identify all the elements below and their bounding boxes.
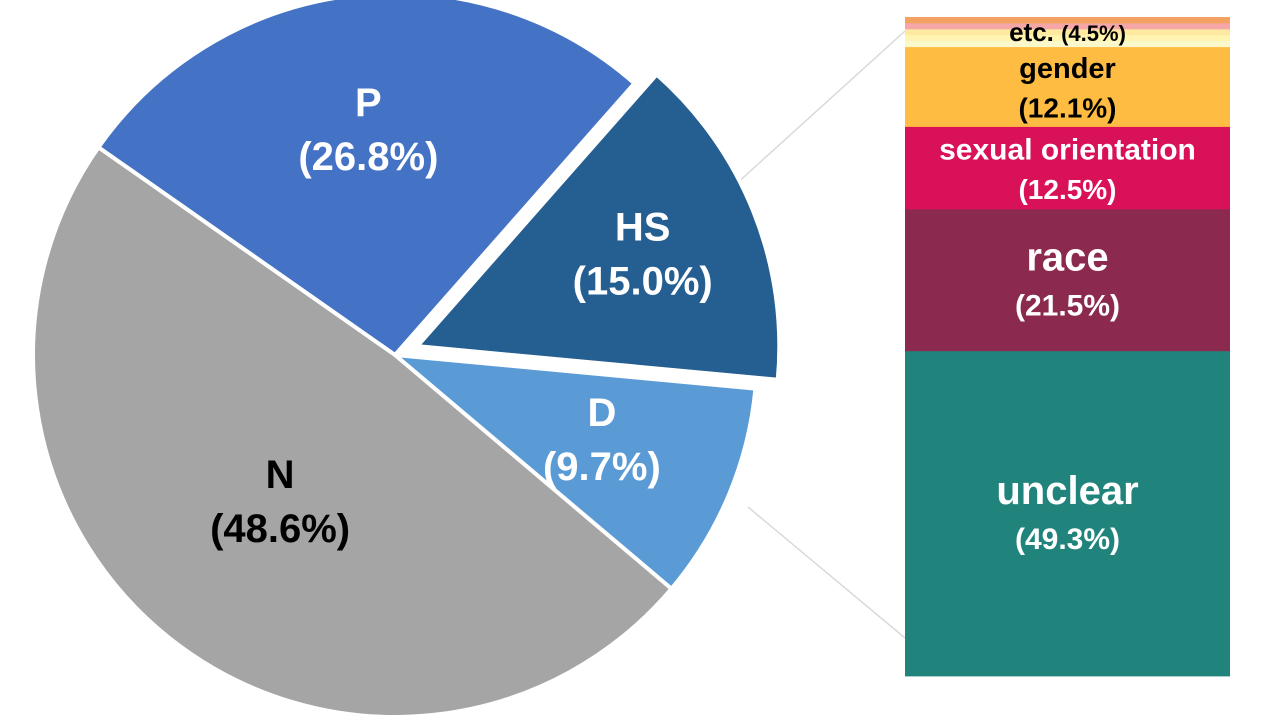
pie-slice-n <box>31 145 674 719</box>
pie-label-hs: HS <box>615 206 671 250</box>
pie-pct-d: (9.7%) <box>543 445 661 489</box>
pie-pct-hs: (15.0%) <box>573 260 713 304</box>
bar-pct-gender: (12.1%) <box>1018 93 1116 124</box>
bar-label-etc: etc. (4.5%) <box>1009 17 1126 47</box>
pie-pct-n: (48.6%) <box>210 507 350 551</box>
bar-label-etc-name: etc. <box>1009 17 1061 47</box>
bar-segment-etc-stripe <box>905 22 1230 30</box>
bar-segment-etc-stripe <box>905 28 1230 36</box>
bar-pct-race: (21.5%) <box>1015 290 1120 323</box>
bar-pct-unclear: (49.3%) <box>1015 523 1120 556</box>
pie-slice-hs <box>415 72 782 382</box>
connector-line-top <box>734 30 906 186</box>
bar-label-gender: gender <box>1019 53 1116 85</box>
bar-segment-unclear <box>905 350 1230 677</box>
stacked-bar-chart: unclear (49.3%) race (21.5%) sexual orientat… <box>905 17 1230 677</box>
pie-chart: P (26.8%) HS (15.0%) D (9.7%) N (48.6%) <box>31 0 782 719</box>
bar-segment-etc-stripe <box>905 34 1230 42</box>
bar-pct-sexual-orientation: (12.5%) <box>1018 174 1116 205</box>
connector-line-bottom <box>747 506 906 639</box>
bar-segment-race <box>905 208 1230 352</box>
bar-label-sexual-orientation: sexual orientation <box>939 133 1196 166</box>
pie-label-d: D <box>587 391 616 435</box>
bar-label-unclear: unclear <box>996 469 1138 513</box>
pie-slice-p <box>96 0 637 357</box>
pie-pct-p: (26.8%) <box>298 135 438 179</box>
bar-segment-sexual-orientation <box>905 126 1230 210</box>
bar-segment-etc-stripe <box>905 17 1230 24</box>
connector-lines <box>734 30 906 639</box>
bar-label-race: race <box>1026 236 1108 280</box>
pie-label-p: P <box>355 81 382 125</box>
bar-segment-gender <box>905 46 1230 127</box>
bar-pct-etc: (4.5%) <box>1061 21 1126 46</box>
pie-slice-d <box>393 353 758 591</box>
pie-label-n: N <box>266 453 295 497</box>
bar-segment-etc-stripe <box>905 40 1230 48</box>
